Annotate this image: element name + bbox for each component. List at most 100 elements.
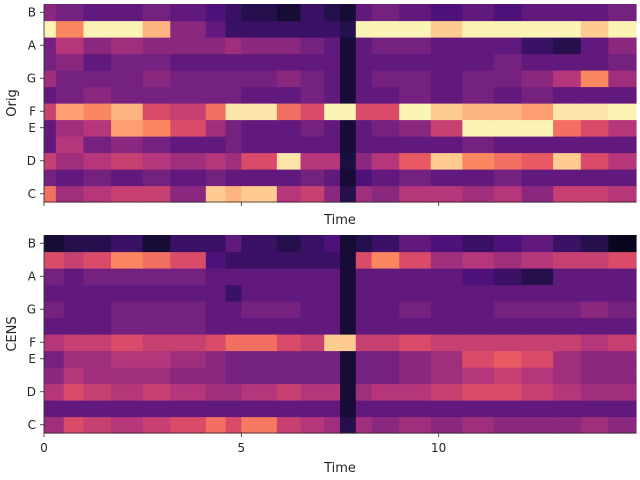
heatmap-cell [44,367,65,385]
heatmap-cell [553,284,582,302]
heatmap-cell [340,37,357,55]
heatmap-cell [462,103,495,121]
heatmap-cell [340,185,357,203]
heatmap-cell [63,284,85,302]
heatmap-cell [241,301,278,319]
heatmap-cell [225,416,242,434]
heatmap-cell [399,383,432,401]
heatmap-cell [55,53,85,71]
heatmap-cell [300,251,325,269]
heatmap-cell [276,103,302,121]
heatmap-cell [608,4,637,22]
heatmap-cell [55,20,85,38]
heatmap-cell [111,235,144,253]
heatmap-cell [300,152,325,170]
heatmap-cell [205,383,227,401]
heatmap-cell [111,383,144,401]
heatmap-cell [276,235,302,253]
y-tick-label: E [28,352,36,366]
heatmap-cell [371,37,400,55]
heatmap-cell [371,268,400,286]
heatmap-cell [225,284,242,302]
heatmap-cell [300,4,325,22]
heatmap-cell [493,400,523,418]
heatmap-cell [225,119,242,137]
heatmap-cell [608,383,637,401]
heatmap-cell [142,268,171,286]
heatmap-cell [83,70,112,88]
heatmap-cell [553,119,582,137]
heatmap-cell [521,251,554,269]
heatmap-cell [44,334,65,352]
heatmap-cell [371,136,400,154]
heatmap-cell [340,284,357,302]
heatmap-cell [300,367,325,385]
heatmap-cell [493,334,523,352]
heatmap-cell [430,53,463,71]
heatmap-cell [205,334,227,352]
heatmap-cell [462,317,495,335]
heatmap-cell [142,37,171,55]
heatmap-cell [553,4,582,22]
heatmap-cell [553,20,582,38]
heatmap-cell [55,152,85,170]
heatmap-cell [142,284,171,302]
heatmap-cell [340,334,357,352]
heatmap-cell [300,169,325,187]
heatmap-cell [276,20,302,38]
heatmap-cell [462,350,495,368]
heatmap-cell [324,367,341,385]
heatmap-cell [276,416,302,434]
heatmap-cell [44,284,65,302]
heatmap-cell [225,103,242,121]
heatmap-cell [493,268,523,286]
heatmap-cell [205,317,227,335]
heatmap-cell [300,185,325,203]
heatmap-cell [276,268,302,286]
heatmap-cell [111,119,144,137]
heatmap-cell [241,20,278,38]
heatmap-cell [83,416,112,434]
heatmap-cell [371,185,400,203]
heatmap-cell [111,268,144,286]
heatmap-cell [493,4,523,22]
heatmap-cell [44,235,65,253]
heatmap-cell [142,136,171,154]
heatmap-cell [430,400,463,418]
heatmap-cell [142,169,171,187]
heatmap-cell [300,53,325,71]
heatmap-cell [241,152,278,170]
heatmap-cell [44,301,65,319]
y-tick-label: F [29,104,36,118]
heatmap-cell [462,4,495,22]
heatmap-cell [371,301,400,319]
heatmap-cell [355,383,373,401]
heatmap-cell [55,70,85,88]
heatmap-cell [205,400,227,418]
heatmap-cell [63,367,85,385]
heatmap-cell [430,251,463,269]
heatmap-cell [276,251,302,269]
heatmap-cell [276,301,302,319]
heatmap-cell [225,235,242,253]
heatmap-cell [170,301,207,319]
heatmap-cell [83,383,112,401]
heatmap-cell [83,152,112,170]
heatmap-cell [225,185,242,203]
heatmap-cell [553,169,582,187]
heatmap-cell [355,284,373,302]
heatmap-cell [63,251,85,269]
heatmap-cell [493,20,523,38]
heatmap-cell [241,185,278,203]
heatmap-cell [276,86,302,104]
y-tick-label: C [28,187,36,201]
heatmap-cell [83,251,112,269]
heatmap-cell [355,103,373,121]
heatmap-cell [142,334,171,352]
heatmap-cell [580,152,609,170]
heatmap-cell [580,284,609,302]
heatmap-cell [355,152,373,170]
heatmap-cell [142,152,171,170]
heatmap-cell [399,4,432,22]
heatmap-cell [608,301,637,319]
